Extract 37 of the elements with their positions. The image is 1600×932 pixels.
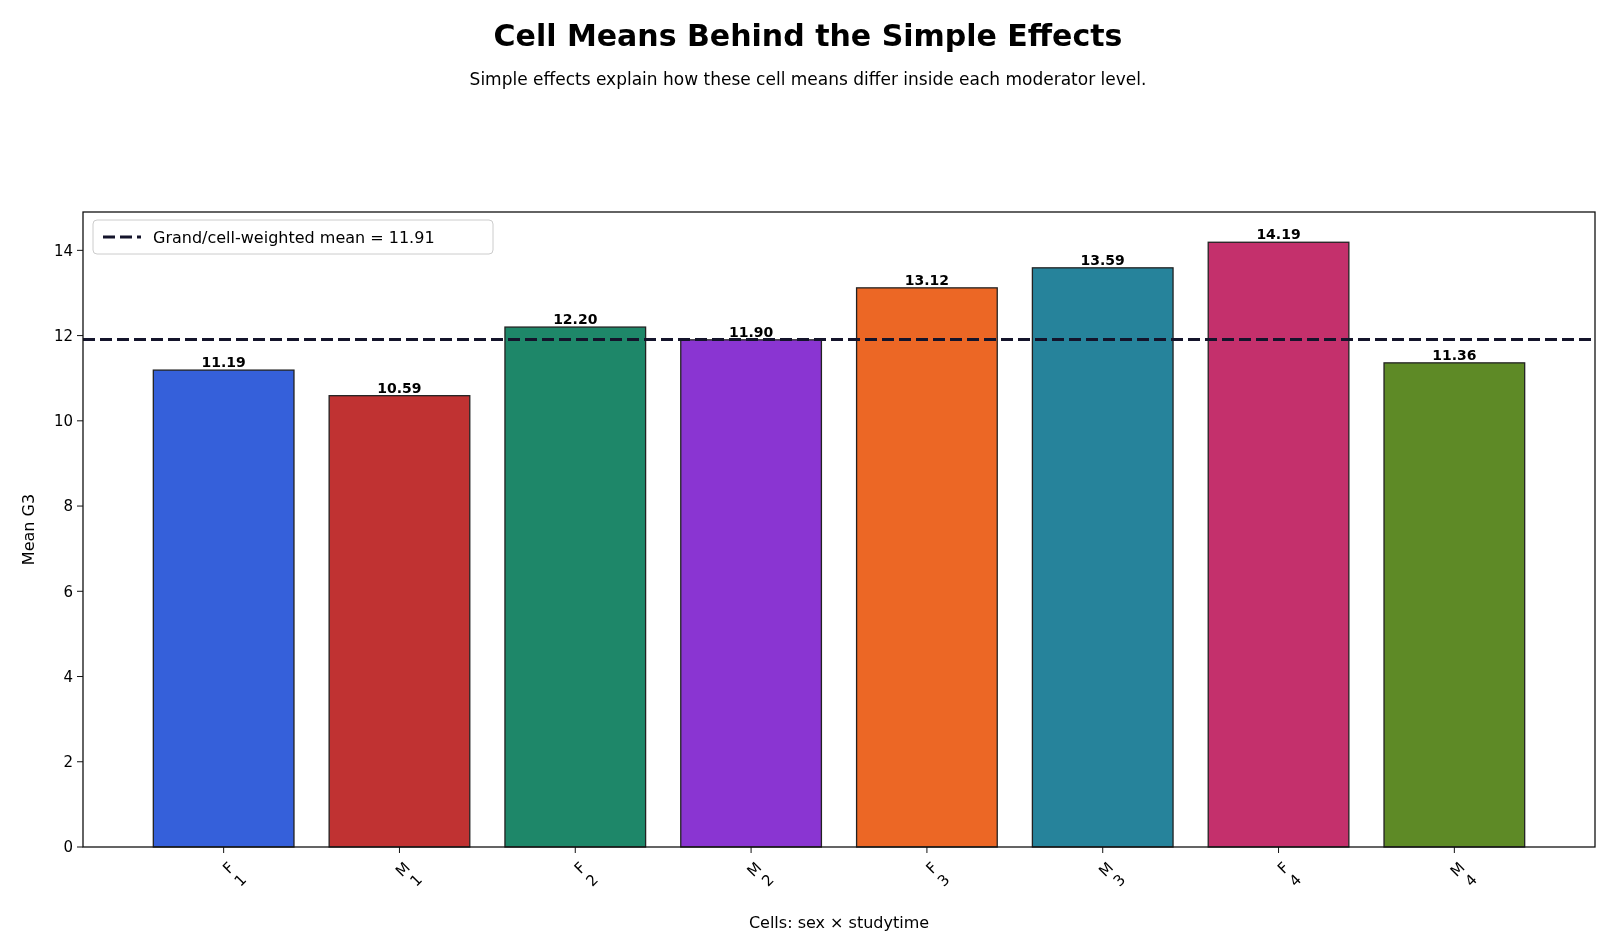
y-tick-label: 12 — [53, 326, 73, 345]
bar — [504, 326, 647, 848]
x-axis-title: Cells: sex × studytime — [748, 913, 930, 932]
y-tick-label: 0 — [63, 838, 73, 857]
x-tick-label: F 4 — [1273, 858, 1305, 891]
x-tick-label: M 3 — [1095, 858, 1130, 891]
x-tick-label: F 1 — [219, 858, 251, 891]
bar — [1383, 362, 1526, 848]
y-axis-title: Mean G3 — [19, 493, 38, 566]
x-tick-label: F 2 — [570, 858, 602, 891]
x-tick-label: F 3 — [922, 858, 954, 891]
data-label: 11.90 — [728, 323, 774, 340]
y-tick-label: 8 — [63, 497, 73, 516]
chart-subtitle: Simple effects explain how these cell means differ inside each moderator level. — [469, 69, 1147, 89]
x-tick-label: M 4 — [1446, 858, 1481, 891]
data-label: 11.36 — [1432, 346, 1477, 363]
bar — [680, 339, 823, 848]
bar — [1207, 241, 1350, 848]
data-label: 13.59 — [1080, 251, 1125, 268]
bar — [1031, 267, 1174, 848]
chart-title: Cell Means Behind the Simple Effects — [493, 18, 1123, 53]
x-tick-label: M 1 — [391, 858, 426, 891]
data-label: 13.12 — [904, 271, 950, 288]
bar — [152, 369, 295, 848]
x-tick-label: M 2 — [743, 858, 778, 891]
y-tick-label: 2 — [63, 753, 73, 772]
data-label: 12.20 — [553, 311, 598, 328]
y-tick-label: 4 — [63, 667, 73, 686]
data-label: 10.59 — [377, 379, 422, 396]
y-tick-label: 14 — [53, 241, 73, 260]
data-label: 11.19 — [201, 354, 246, 371]
legend-label: Grand/cell-weighted mean = 11.91 — [153, 227, 435, 247]
y-tick-label: 6 — [63, 582, 73, 601]
data-label: 14.19 — [1256, 226, 1301, 243]
bar — [855, 287, 998, 848]
y-tick-label: 10 — [53, 412, 73, 431]
bar — [328, 395, 471, 848]
